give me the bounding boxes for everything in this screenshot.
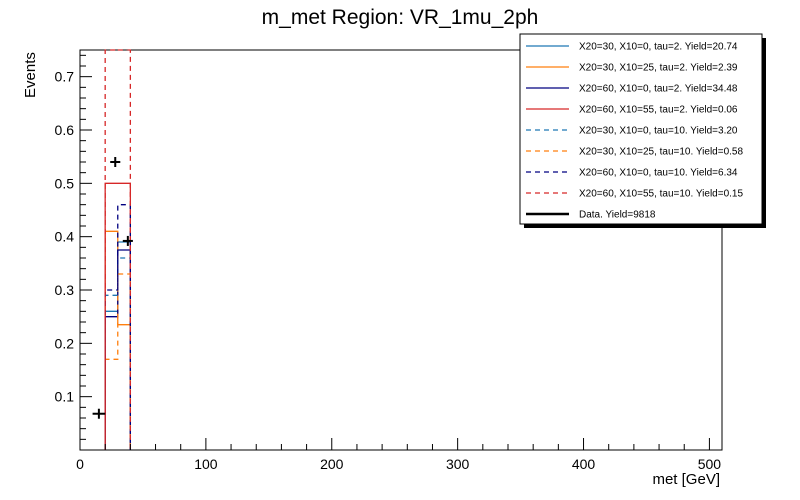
legend-entry-3: X20=60, X10=0, tau=2. Yield=34.48 (526, 84, 738, 95)
legend-label: X20=60, X10=0, tau=10. Yield=6.34 (579, 168, 738, 179)
y-tick-label: 0.4 (55, 229, 75, 245)
data-point-3 (122, 235, 133, 246)
x-axis-label: met [GeV] (652, 471, 720, 488)
data-point-1 (92, 408, 106, 419)
legend-entry-2: X20=30, X10=25, tau=2. Yield=2.39 (526, 63, 738, 74)
x-tick-label: 500 (698, 456, 722, 472)
legend-label: X20=30, X10=0, tau=10. Yield=3.20 (579, 126, 738, 137)
plot-frame (79, 49, 723, 451)
legend-entry-5: X20=30, X10=0, tau=10. Yield=3.20 (526, 126, 738, 137)
x-tick-label: 100 (194, 456, 218, 472)
legend-entry-8: X20=60, X10=55, tau=10. Yield=0.15 (526, 189, 743, 200)
histogram-series-8 (104, 49, 132, 450)
y-tick-label: 0.3 (55, 282, 75, 298)
legend-box (519, 33, 763, 225)
axes-layer: 0 100 200 300 400 500 0.1 0.2 0.3 0.4 0.5 0.6 0.7 (55, 54, 722, 472)
data-points-layer (92, 157, 133, 419)
legend-label: X20=30, X10=0, tau=2. Yield=20.74 (579, 42, 738, 53)
x-tick-label: 0 (76, 456, 84, 472)
legend-label: X20=30, X10=25, tau=10. Yield=0.58 (579, 147, 743, 158)
legend-entry-1: X20=30, X10=0, tau=2. Yield=20.74 (526, 42, 738, 53)
data-point-2 (110, 157, 121, 167)
legend-label: Data. Yield=9818 (579, 210, 656, 221)
y-axis-label: Events (22, 52, 39, 98)
legend-entry-7: X20=60, X10=0, tau=10. Yield=6.34 (526, 168, 738, 179)
histogram-layer (104, 49, 132, 450)
histogram-series-4 (104, 182, 132, 450)
x-tick-label: 200 (320, 456, 344, 472)
legend-entry-6: X20=30, X10=25, tau=10. Yield=0.58 (526, 147, 743, 158)
legend-label: X20=60, X10=55, tau=2. Yield=0.06 (579, 105, 738, 116)
legend-entry-4: X20=60, X10=55, tau=2. Yield=0.06 (526, 105, 738, 116)
legend: X20=30, X10=0, tau=2. Yield=20.74 X20=30,… (519, 33, 766, 228)
legend-entry-9: Data. Yield=9818 (526, 210, 656, 221)
legend-label: X20=60, X10=55, tau=10. Yield=0.15 (579, 189, 743, 200)
y-tick-label: 0.6 (55, 122, 75, 138)
y-tick-label: 0.5 (55, 175, 75, 191)
histogram-series-6 (104, 273, 132, 450)
chart-title: m_met Region: VR_1mu_2ph (261, 6, 539, 29)
x-tick-label: 300 (446, 456, 470, 472)
y-tick-label: 0.7 (55, 69, 75, 85)
legend-label: X20=60, X10=0, tau=2. Yield=34.48 (579, 84, 738, 95)
legend-label: X20=30, X10=25, tau=2. Yield=2.39 (579, 63, 738, 74)
y-tick-label: 0.2 (55, 335, 75, 351)
y-tick-label: 0.1 (55, 389, 75, 405)
x-tick-label: 400 (572, 456, 596, 472)
plot-area (79, 49, 723, 451)
